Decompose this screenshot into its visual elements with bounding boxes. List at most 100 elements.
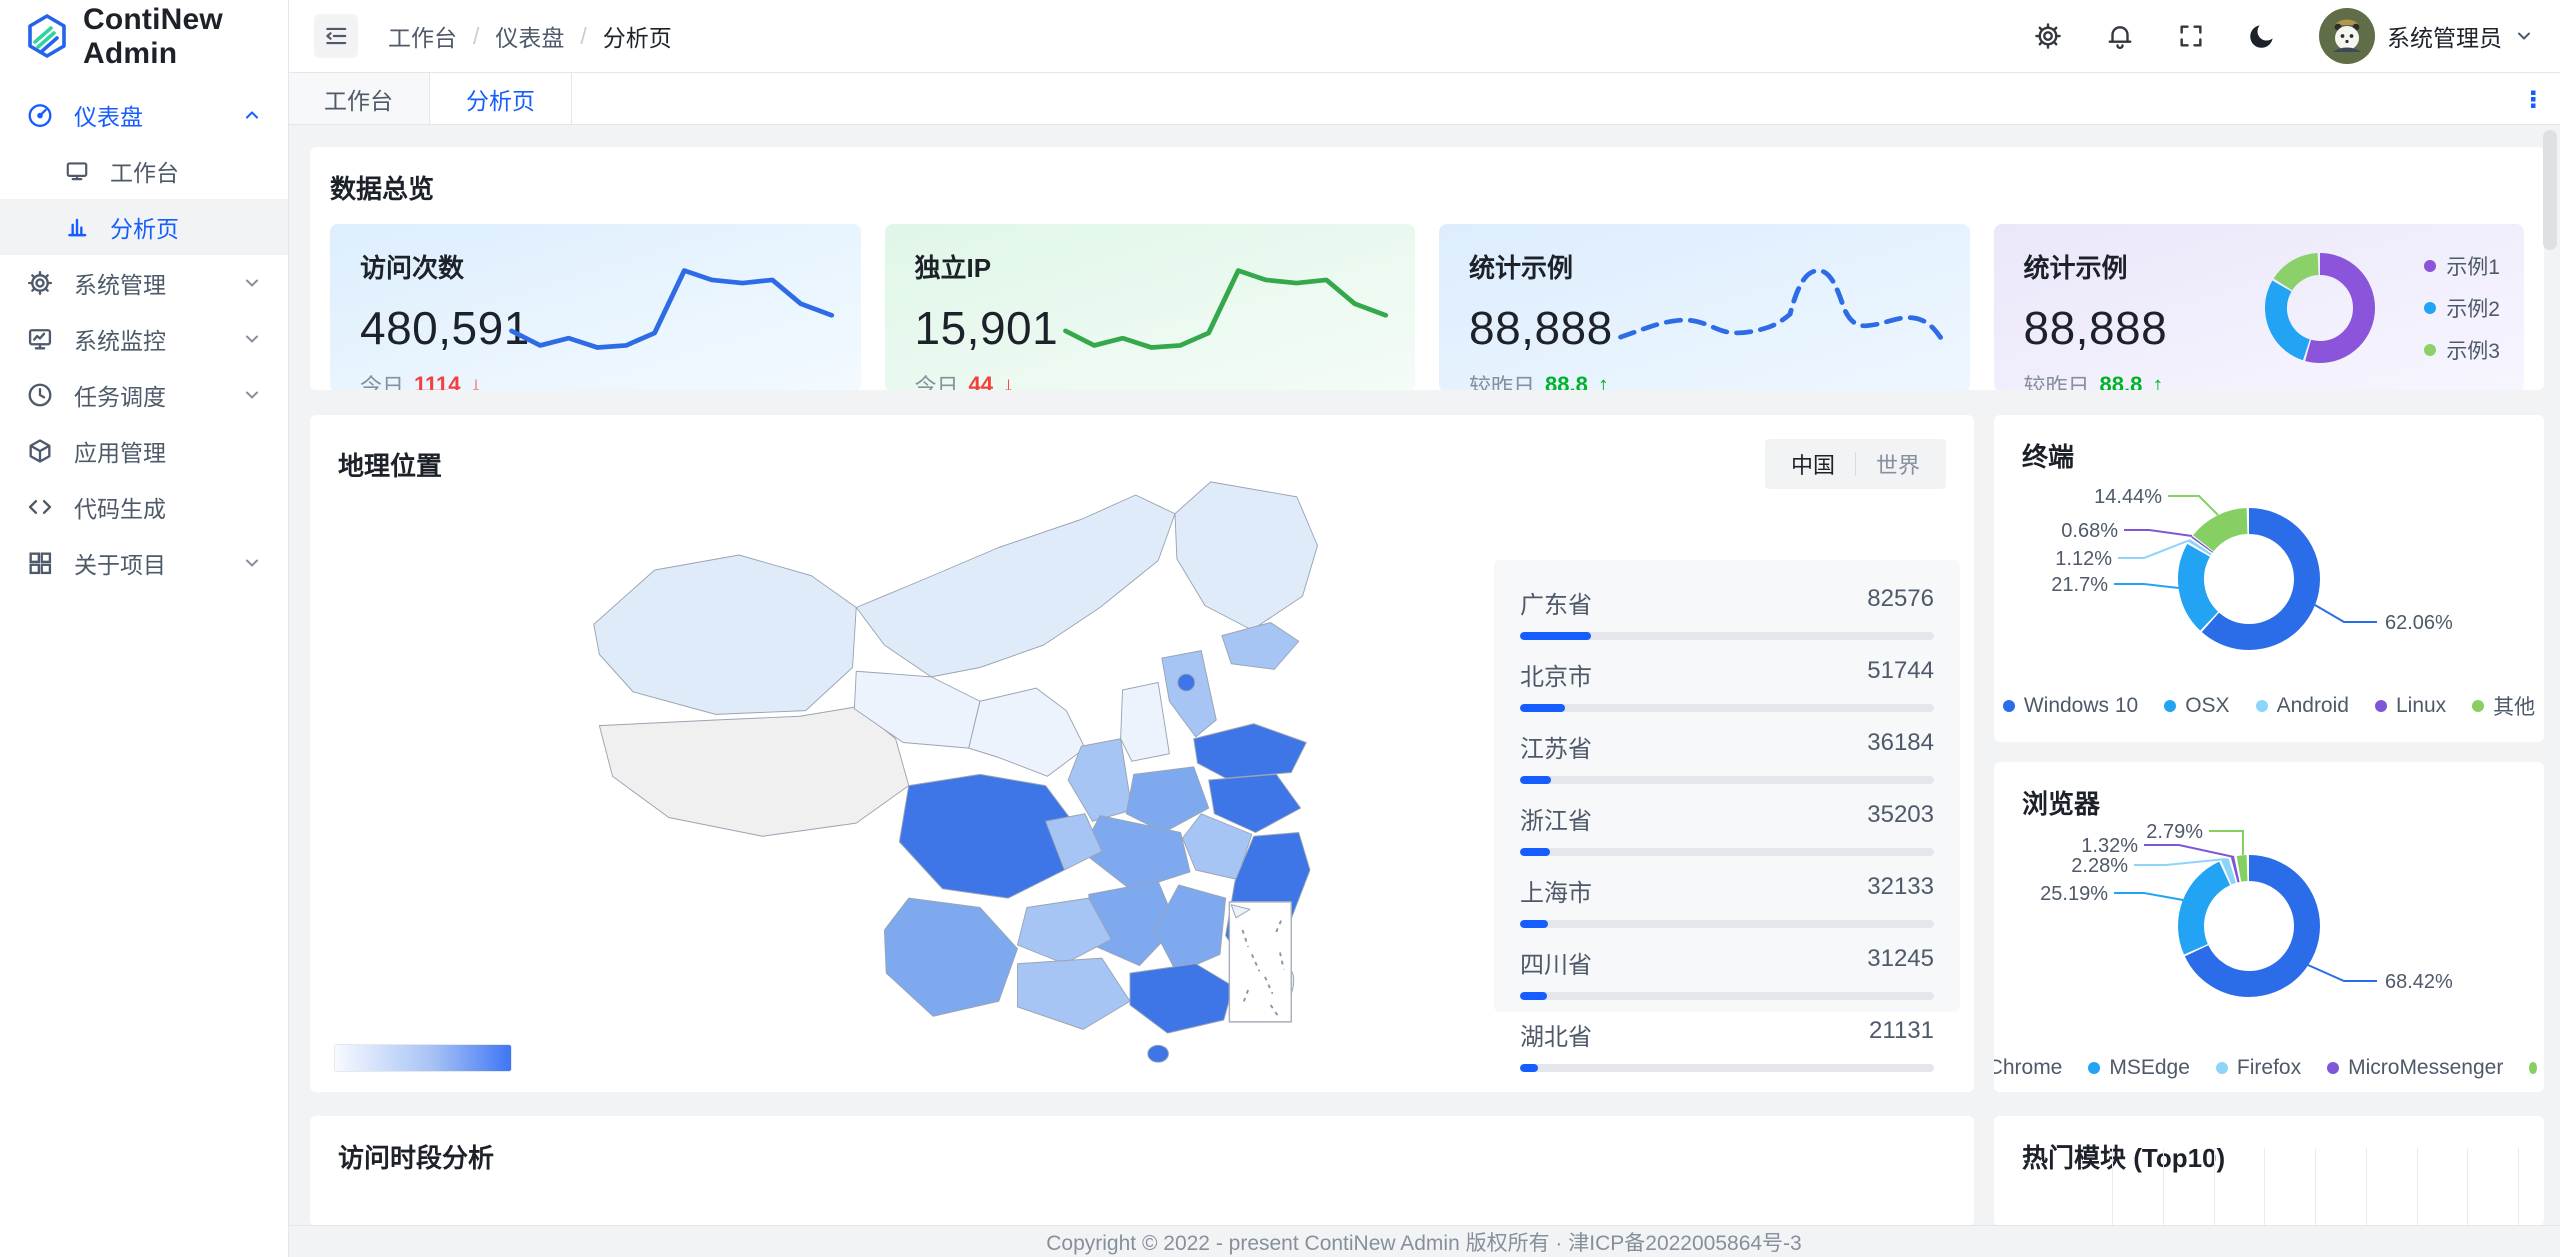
donut <box>2265 253 2376 363</box>
legend-label: MSEdge <box>2109 1056 2190 1079</box>
legend-item[interactable]: 其他 <box>2472 691 2535 721</box>
legend-item[interactable]: Windows 10 <box>2002 691 2138 721</box>
legend-item[interactable]: 示例1 <box>2424 251 2500 281</box>
app-title: ContiNew Admin <box>83 2 223 70</box>
sidebar-menu: 仪表盘 工作台 分析页 系统管理 <box>0 73 288 591</box>
china-choropleth-map[interactable] <box>540 465 1360 1065</box>
legend-item[interactable]: 其他 <box>2529 1038 2544 1092</box>
slice-label: 0.68% <box>2061 520 2118 542</box>
sidebar-item-label: 仪表盘 <box>74 104 143 130</box>
sidebar-item-workplace[interactable]: 工作台 <box>0 143 288 199</box>
stat-card-unique-ip: 独立IP 15,901 今日 44 ↓ <box>884 224 1415 390</box>
legend-item[interactable]: Chrome <box>1994 1038 2062 1092</box>
progress-fill <box>1520 1064 1539 1072</box>
tab-more-menu-icon[interactable] <box>2522 88 2544 110</box>
legend-item[interactable]: Linux <box>2374 691 2446 721</box>
stat-card-visits: 访问次数 480,591 今日 1114 ↓ <box>330 224 861 390</box>
legend-label: Firefox <box>2236 1056 2302 1079</box>
province-value: 31245 <box>1867 945 1934 972</box>
legend-dot <box>2088 1062 2101 1074</box>
breadcrumb: 工作台 / 仪表盘 / 分析页 <box>388 19 672 53</box>
legend-dot <box>2529 1062 2537 1074</box>
sidebar-item-about-project[interactable]: 关于项目 <box>0 535 288 591</box>
browser-donut-chart: 68.42% 25.19% 2.28% 1.32% 2.79% <box>2040 821 2453 998</box>
settings-icon[interactable] <box>2033 21 2063 51</box>
chevron-down-icon <box>242 329 262 349</box>
chevron-down-icon <box>242 273 262 293</box>
legend-label: OSX <box>2185 694 2230 717</box>
legend-item[interactable]: Android <box>2255 691 2349 721</box>
province-ranking-list: 广东省 82576 北京市 51744 江苏省 36184 浙江省 35203 上海市 3… <box>1494 560 1960 1072</box>
user-name: 系统管理员 <box>2387 25 2502 51</box>
browser-card: 浏览器 68.42% 25.19% 2.28% 1.32% 2.79% <box>1994 762 2544 1092</box>
sidebar-item-app-management[interactable]: 应用管理 <box>0 423 288 479</box>
progress-fill <box>1520 632 1592 640</box>
legend-dot <box>2164 700 2177 712</box>
province-value: 82576 <box>1867 585 1934 612</box>
sidebar-item-system-management[interactable]: 系统管理 <box>0 255 288 311</box>
arrow-up-icon: ↑ <box>1597 372 1609 390</box>
legend-item[interactable]: OSX <box>2164 691 2230 721</box>
list-item: 上海市 32133 <box>1520 856 1934 928</box>
toggle-china-button[interactable]: 中国 <box>1790 453 1835 478</box>
tab-analysis[interactable]: 分析页 <box>430 73 572 124</box>
vertical-scrollbar[interactable] <box>2543 130 2557 250</box>
progress-fill <box>1520 848 1551 856</box>
notification-bell-icon[interactable] <box>2105 21 2135 51</box>
delta-label: 较昨日 <box>2023 374 2090 390</box>
dark-mode-moon-icon[interactable] <box>2247 21 2277 51</box>
chevron-down-icon <box>242 553 262 573</box>
legend-label: Android <box>2276 694 2349 717</box>
main-content: 数据总览 访问次数 480,591 今日 1114 ↓ 独立IP 15,901 <box>288 125 2560 1226</box>
legend-item[interactable]: Firefox <box>2215 1038 2302 1092</box>
cube-icon <box>26 437 54 465</box>
progress-track <box>1520 704 1934 712</box>
sidebar-item-label: 代码生成 <box>74 496 166 522</box>
bar-chart-icon <box>64 214 90 240</box>
legend-label: MicroMessenger <box>2348 1056 2504 1079</box>
legend-item[interactable]: 示例3 <box>2424 335 2500 365</box>
toggle-world-button[interactable]: 世界 <box>1875 453 1920 478</box>
dashboard-icon <box>26 101 54 129</box>
stat-delta: 今日 1114 ↓ <box>360 369 831 390</box>
delta-value: 44 <box>968 372 993 390</box>
map-heat-legend-gradient <box>334 1044 512 1072</box>
toggle-divider <box>1854 452 1856 476</box>
list-item: 北京市 51744 <box>1520 640 1934 712</box>
page-tabs: 工作台 分析页 <box>288 73 2560 125</box>
sidebar-item-code-generation[interactable]: 代码生成 <box>0 479 288 535</box>
user-menu[interactable]: 系统管理员 <box>2319 8 2534 64</box>
legend-label: Chrome <box>1994 1056 2063 1079</box>
legend-item[interactable]: MSEdge <box>2088 1038 2190 1092</box>
app-logo-icon <box>24 13 70 61</box>
sidebar-item-label: 任务调度 <box>74 384 166 410</box>
demo-dashed-sparkline <box>1614 256 1944 360</box>
breadcrumb-item[interactable]: 工作台 <box>388 25 457 51</box>
progress-track <box>1520 920 1934 928</box>
tab-workplace[interactable]: 工作台 <box>288 73 430 124</box>
list-item: 浙江省 35203 <box>1520 784 1934 856</box>
slice-label: 25.19% <box>2040 883 2108 905</box>
section-title: 热门模块 (Top10) <box>2022 1143 2226 1173</box>
footer: Copyright © 2022 - present ContiNew Admi… <box>288 1225 2560 1257</box>
legend-item[interactable]: 示例2 <box>2424 293 2500 323</box>
sidebar-collapse-button[interactable] <box>314 14 358 58</box>
legend-dot <box>2424 260 2437 272</box>
legend-dot <box>2215 1062 2228 1074</box>
province-value: 21131 <box>1869 1017 1934 1044</box>
breadcrumb-item[interactable]: 仪表盘 <box>495 25 565 51</box>
fullscreen-icon[interactable] <box>2177 22 2205 50</box>
slice-label: 14.44% <box>2094 486 2162 508</box>
logo[interactable]: ContiNew Admin <box>0 0 288 73</box>
breadcrumb-separator: / <box>473 22 480 49</box>
sidebar-item-analysis[interactable]: 分析页 <box>0 199 288 255</box>
sidebar-item-dashboard[interactable]: 仪表盘 <box>0 87 288 143</box>
browser-legend: Chrome MSEdge Firefox MicroMessenger 其他 <box>1994 1038 2544 1092</box>
chevron-down-icon <box>242 385 262 405</box>
list-item: 江苏省 36184 <box>1520 712 1934 784</box>
sidebar-item-task-schedule[interactable]: 任务调度 <box>0 367 288 423</box>
legend-dot <box>2002 700 2015 712</box>
legend-item[interactable]: MicroMessenger <box>2327 1038 2503 1092</box>
delta-label: 较昨日 <box>1469 374 1536 390</box>
sidebar-item-system-monitor[interactable]: 系统监控 <box>0 311 288 367</box>
